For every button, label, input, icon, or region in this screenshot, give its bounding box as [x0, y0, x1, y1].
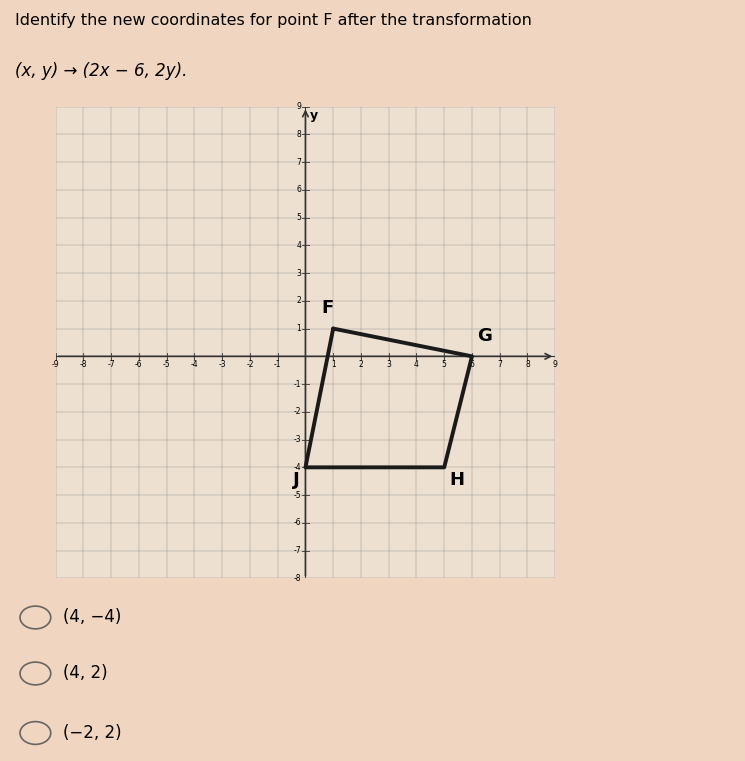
- Text: (x, y) → (2x − 6, 2y).: (x, y) → (2x − 6, 2y).: [15, 62, 187, 80]
- Text: -9: -9: [52, 361, 60, 370]
- Text: 4: 4: [414, 361, 419, 370]
- Text: 4: 4: [297, 240, 301, 250]
- Text: -8: -8: [294, 574, 301, 583]
- Text: 6: 6: [297, 185, 301, 194]
- Text: 9: 9: [297, 102, 301, 111]
- Text: -7: -7: [107, 361, 115, 370]
- Text: 3: 3: [297, 269, 301, 278]
- Text: J: J: [293, 470, 300, 489]
- Text: y: y: [310, 110, 317, 123]
- Text: (4, −4): (4, −4): [63, 609, 121, 626]
- Text: 1: 1: [297, 324, 301, 333]
- Text: (−2, 2): (−2, 2): [63, 724, 122, 742]
- Text: -4: -4: [191, 361, 198, 370]
- Text: 3: 3: [386, 361, 391, 370]
- Text: -6: -6: [135, 361, 143, 370]
- Text: -5: -5: [294, 491, 301, 500]
- Text: 2: 2: [297, 296, 301, 305]
- Text: -1: -1: [274, 361, 282, 370]
- Text: -8: -8: [80, 361, 87, 370]
- Text: 5: 5: [297, 213, 301, 222]
- Text: 6: 6: [469, 361, 475, 370]
- Text: 7: 7: [498, 361, 502, 370]
- Text: -2: -2: [246, 361, 254, 370]
- Text: (4, 2): (4, 2): [63, 664, 108, 683]
- Text: -2: -2: [294, 407, 301, 416]
- Text: -6: -6: [294, 518, 301, 527]
- Text: -1: -1: [294, 380, 301, 389]
- Text: 8: 8: [297, 130, 301, 139]
- Text: -5: -5: [163, 361, 171, 370]
- Text: 8: 8: [525, 361, 530, 370]
- Text: 2: 2: [358, 361, 364, 370]
- Text: -3: -3: [294, 435, 301, 444]
- Text: -3: -3: [218, 361, 226, 370]
- Text: 7: 7: [297, 158, 301, 167]
- Text: F: F: [322, 300, 334, 317]
- Text: 1: 1: [331, 361, 335, 370]
- Text: -7: -7: [294, 546, 301, 555]
- Text: G: G: [478, 327, 492, 345]
- Text: -4: -4: [294, 463, 301, 472]
- Text: Identify the new coordinates for point F after the transformation: Identify the new coordinates for point F…: [15, 13, 532, 27]
- Text: 9: 9: [553, 361, 558, 370]
- Text: 5: 5: [442, 361, 447, 370]
- Text: H: H: [450, 470, 465, 489]
